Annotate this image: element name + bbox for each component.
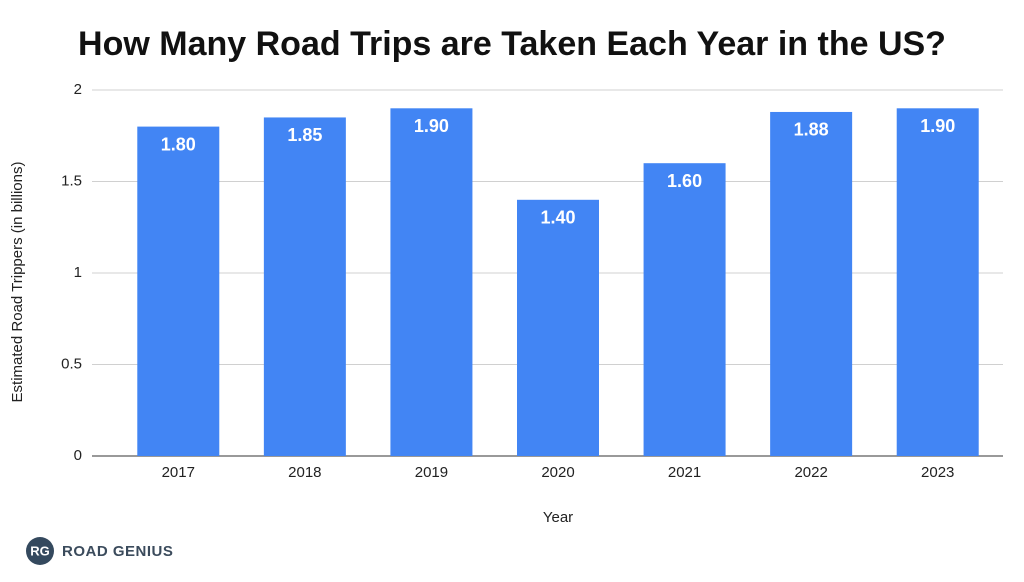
bar xyxy=(770,111,853,457)
logo-name: ROAD GENIUS xyxy=(62,543,173,560)
y-axis-label: Estimated Road Trippers (in billions) xyxy=(9,162,26,403)
x-tick-label: 2021 xyxy=(668,464,701,481)
chart-title: How Many Road Trips are Taken Each Year … xyxy=(78,25,946,63)
bar xyxy=(896,108,979,457)
y-tick-label: 0 xyxy=(74,447,82,464)
y-tick-label: 1 xyxy=(74,264,82,281)
x-tick-label: 2019 xyxy=(415,464,448,481)
bar xyxy=(263,117,346,456)
bar xyxy=(137,126,220,456)
value-label: 1.88 xyxy=(794,120,829,140)
x-axis-label: Year xyxy=(543,509,573,526)
x-tick-label: 2018 xyxy=(288,464,321,481)
brand-logo: RG ROAD GENIUS xyxy=(26,537,173,565)
x-tick-label: 2023 xyxy=(921,464,954,481)
logo-circle xyxy=(26,537,54,565)
value-label: 1.90 xyxy=(414,116,449,136)
logo-initials: RG xyxy=(30,543,50,558)
x-tick-label: 2020 xyxy=(541,464,574,481)
bar xyxy=(643,163,726,456)
x-tick-label: 2017 xyxy=(162,464,195,481)
y-tick-label: 1.5 xyxy=(61,172,82,189)
value-label: 1.80 xyxy=(161,134,196,154)
value-label: 1.40 xyxy=(540,208,575,228)
bar xyxy=(517,199,599,457)
value-label: 1.90 xyxy=(920,116,955,136)
y-tick-label: 2 xyxy=(74,81,82,98)
x-tick-label: 2022 xyxy=(794,464,827,481)
bar xyxy=(390,108,473,457)
y-tick-label: 0.5 xyxy=(61,355,82,372)
value-label: 1.85 xyxy=(287,125,322,145)
value-label: 1.60 xyxy=(667,171,702,191)
